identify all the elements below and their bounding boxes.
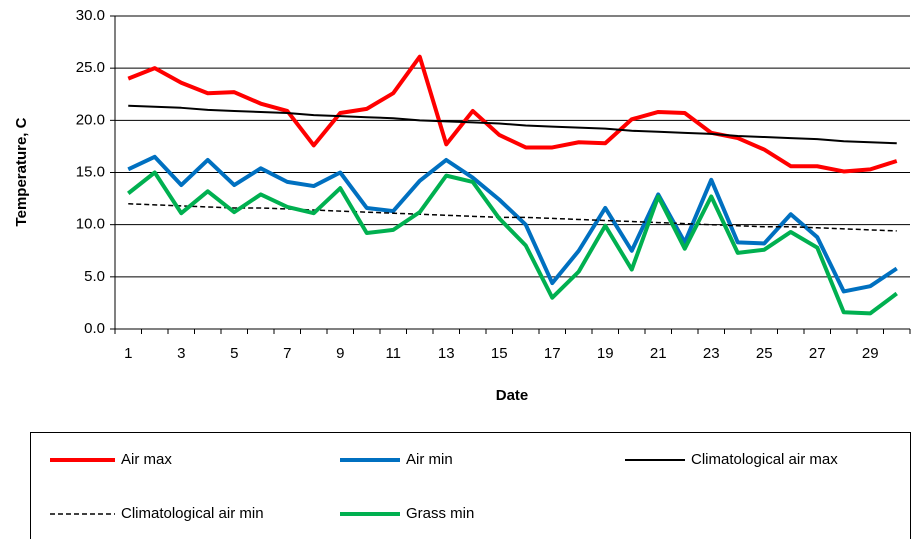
- x-tick-label: 7: [283, 345, 291, 362]
- y-tick-label: 30.0: [76, 7, 105, 24]
- y-tick-label: 25.0: [76, 59, 105, 76]
- y-tick-label: 5.0: [84, 268, 105, 285]
- legend-label: Climatological air max: [691, 451, 838, 468]
- x-tick-label: 17: [544, 345, 561, 362]
- x-tick-label: 3: [177, 345, 185, 362]
- x-tick-label: 21: [650, 345, 667, 362]
- legend-label: Air min: [406, 451, 453, 468]
- x-tick-label: 1: [124, 345, 132, 362]
- x-tick-label: 9: [336, 345, 344, 362]
- y-tick-label: 20.0: [76, 111, 105, 128]
- series-line: [127, 170, 898, 316]
- x-tick-label: 15: [491, 345, 508, 362]
- x-tick-label: 13: [438, 345, 455, 362]
- x-axis-title: Date: [496, 387, 529, 404]
- legend-label: Climatological air min: [121, 505, 264, 522]
- x-tick-label: 27: [809, 345, 826, 362]
- x-tick-label: 11: [385, 345, 401, 362]
- x-tick-label: 5: [230, 345, 238, 362]
- x-tick-label: 29: [862, 345, 879, 362]
- legend-label: Air max: [121, 451, 172, 468]
- y-tick-label: 0.0: [84, 320, 105, 337]
- series-line: [127, 54, 898, 174]
- y-axis-title: Temperature, C: [13, 117, 30, 226]
- legend-box: [30, 432, 911, 539]
- x-tick-label: 23: [703, 345, 720, 362]
- y-tick-label: 15.0: [76, 163, 105, 180]
- series-line: [128, 203, 897, 232]
- x-tick-label: 19: [597, 345, 614, 362]
- x-tick-label: 25: [756, 345, 773, 362]
- series-line: [127, 154, 898, 294]
- series-line: [128, 104, 897, 145]
- y-tick-label: 10.0: [76, 216, 105, 233]
- legend-label: Grass min: [406, 505, 474, 522]
